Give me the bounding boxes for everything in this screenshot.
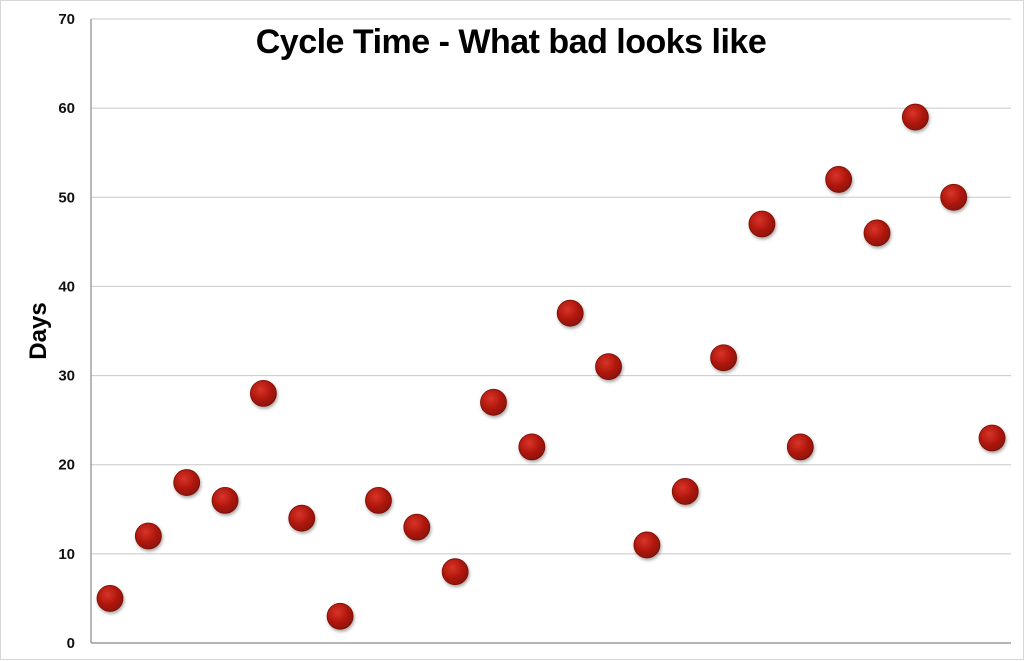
data-point bbox=[403, 513, 431, 541]
data-point bbox=[786, 433, 814, 461]
y-axis-label: Days bbox=[25, 302, 52, 359]
data-point bbox=[441, 558, 469, 586]
data-point bbox=[595, 353, 622, 381]
data-point bbox=[365, 486, 392, 514]
y-tick-label: 60 bbox=[58, 100, 75, 117]
data-point bbox=[288, 504, 316, 532]
data-point bbox=[480, 388, 507, 416]
y-tick-labels: 0 10 20 30 40 50 60 70 bbox=[58, 11, 75, 652]
data-point bbox=[671, 478, 699, 505]
data-points bbox=[96, 103, 1006, 630]
data-point bbox=[901, 103, 929, 131]
y-tick-label: 40 bbox=[58, 278, 75, 295]
y-tick-label: 10 bbox=[58, 546, 75, 563]
y-tick-label: 30 bbox=[58, 368, 75, 385]
data-point bbox=[556, 299, 584, 327]
y-tick-label: 0 bbox=[67, 635, 75, 652]
data-point bbox=[633, 531, 661, 559]
data-point bbox=[134, 522, 162, 550]
y-tick-label: 50 bbox=[58, 189, 75, 206]
axes bbox=[90, 19, 1011, 644]
data-point bbox=[978, 424, 1006, 452]
data-point bbox=[748, 210, 776, 238]
data-point bbox=[518, 433, 546, 461]
data-point bbox=[825, 166, 853, 193]
data-point bbox=[710, 344, 737, 372]
data-point bbox=[940, 183, 968, 211]
data-point bbox=[173, 469, 201, 496]
y-tick-label: 20 bbox=[58, 457, 75, 474]
chart-title: Cycle Time - What bad looks like bbox=[256, 23, 767, 61]
data-point bbox=[249, 379, 277, 407]
data-point bbox=[863, 219, 891, 247]
data-point bbox=[326, 602, 354, 630]
gridlines bbox=[91, 18, 1011, 555]
y-tick-label: 70 bbox=[58, 11, 75, 28]
data-point bbox=[211, 486, 239, 514]
data-point bbox=[96, 585, 124, 612]
